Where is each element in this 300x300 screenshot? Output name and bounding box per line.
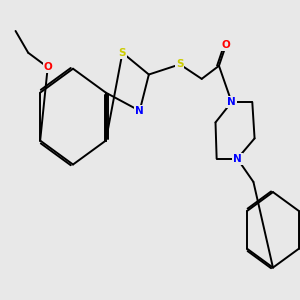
Text: S: S [119,48,126,58]
Text: N: N [227,97,236,107]
Text: N: N [135,106,144,116]
Text: O: O [43,62,52,72]
Text: N: N [233,154,242,164]
Text: O: O [221,40,230,50]
Text: S: S [176,59,184,69]
